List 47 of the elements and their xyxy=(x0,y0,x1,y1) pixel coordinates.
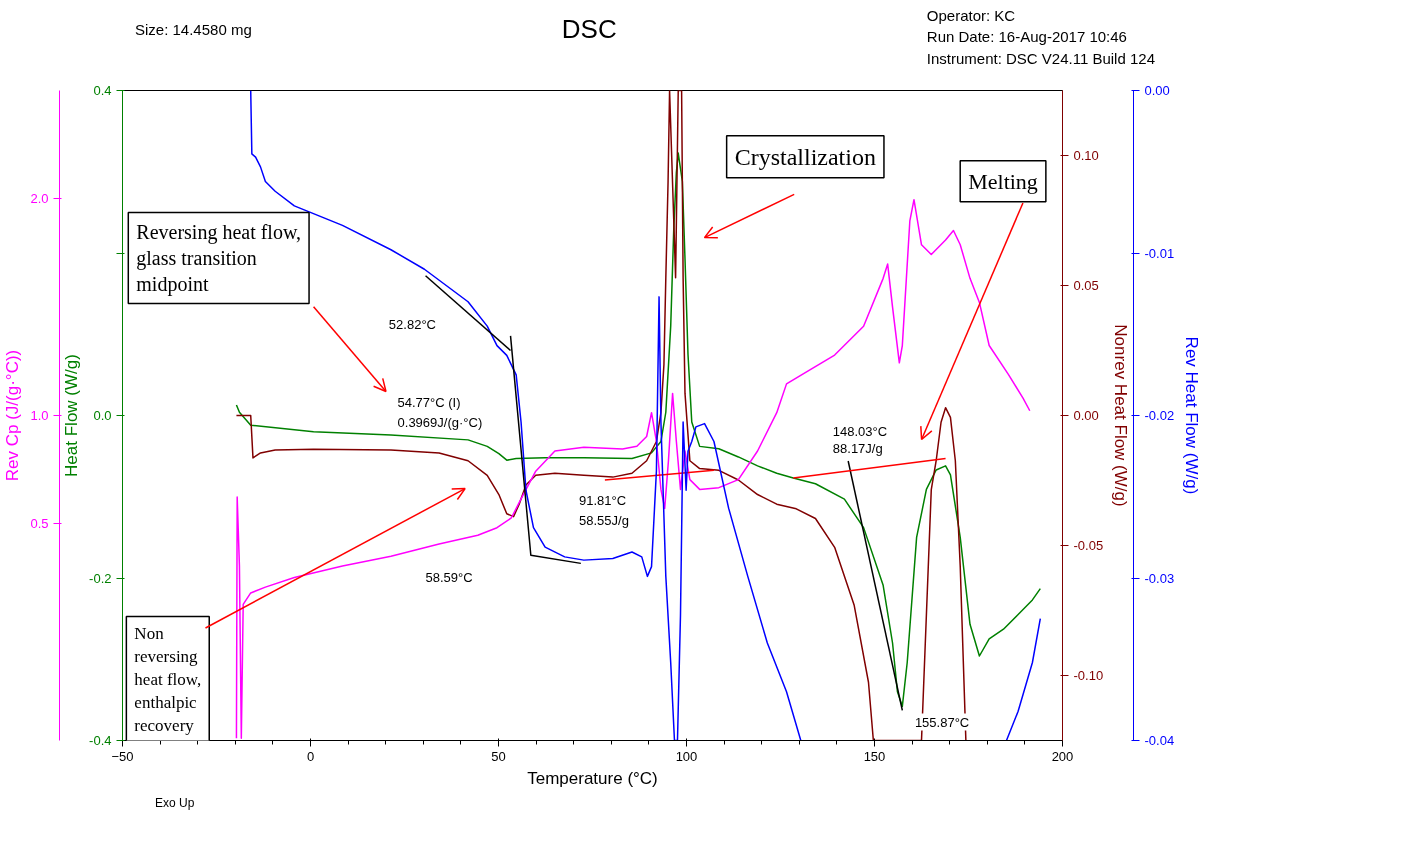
y3-axis-title: Nonrev Heat Flow (W/g) xyxy=(1111,324,1131,507)
annotation: 91.81°C xyxy=(578,493,627,509)
text: Size: 14.4580 mg xyxy=(135,20,252,40)
y2-tick-label: 1.0 xyxy=(30,408,49,423)
x-tick-label: 50 xyxy=(491,748,506,764)
y-tick-label: -0.04 xyxy=(1144,733,1175,748)
annotation: Crystallization xyxy=(734,143,876,170)
x-axis-title: Temperature (°C) xyxy=(527,768,658,788)
y-axis-title: Heat Flow (W/g) xyxy=(62,354,82,477)
annotation: Non reversing heat flow, enthalpic recovery xyxy=(134,624,202,735)
y2-axis-title: Rev Cp (J/(g·°C)) xyxy=(3,349,23,482)
y3-tick-label: -0.10 xyxy=(1073,668,1104,683)
y-tick-label: 0.0 xyxy=(93,408,112,423)
y2-tick-label: 0.5 xyxy=(30,516,49,532)
x-tick-label: 0 xyxy=(306,748,315,764)
x-tick-label: 100 xyxy=(675,748,698,764)
annotation: Reversing heat flow, glass transition midpoint xyxy=(136,220,302,297)
y-axis-title: Rev Heat Flow (W/g) xyxy=(1182,336,1202,495)
annotation: 58.59°C xyxy=(425,570,473,586)
y-tick-label: -0.2 xyxy=(89,570,112,586)
text: Exo Up xyxy=(154,795,195,812)
x-tick-label: 150 xyxy=(863,748,886,764)
y-tick-label: 0.00 xyxy=(1144,83,1170,98)
annotation: 155.87°C xyxy=(914,714,970,730)
x-tick-label: 200 xyxy=(1051,748,1074,764)
y3-tick-label: -0.05 xyxy=(1073,538,1104,553)
annotation: 148.03°C xyxy=(832,424,888,440)
y-tick-label: -0.02 xyxy=(1144,408,1175,423)
chart-title: DSC xyxy=(561,13,617,46)
y3-tick-label: 0.00 xyxy=(1073,408,1099,423)
annotation: Melting xyxy=(968,168,1038,194)
y-tick-label: -0.01 xyxy=(1144,245,1175,261)
annotation: 0.3969J/(g·°C) xyxy=(397,414,483,430)
y3-tick-label: 0.05 xyxy=(1073,278,1099,293)
x-tick-label: −50 xyxy=(111,748,134,764)
text: Run Date: 16-Aug-2017 10:46 xyxy=(926,28,1127,46)
y-tick-label: -0.4 xyxy=(89,733,112,748)
y2-tick-label: 2.0 xyxy=(30,191,49,207)
annotation: 54.77°C (I) xyxy=(397,395,461,411)
annotation: 58.55J/g xyxy=(578,512,629,528)
text: Instrument: DSC V24.11 Build 124 xyxy=(926,49,1155,67)
annotation: 52.82°C xyxy=(388,317,436,333)
y-tick-label: -0.03 xyxy=(1144,570,1175,586)
y-tick-label: 0.4 xyxy=(93,83,112,98)
y3-tick-label: 0.10 xyxy=(1073,148,1099,163)
annotation: 88.17J/g xyxy=(832,441,883,457)
text: Operator: KC xyxy=(926,7,1016,24)
